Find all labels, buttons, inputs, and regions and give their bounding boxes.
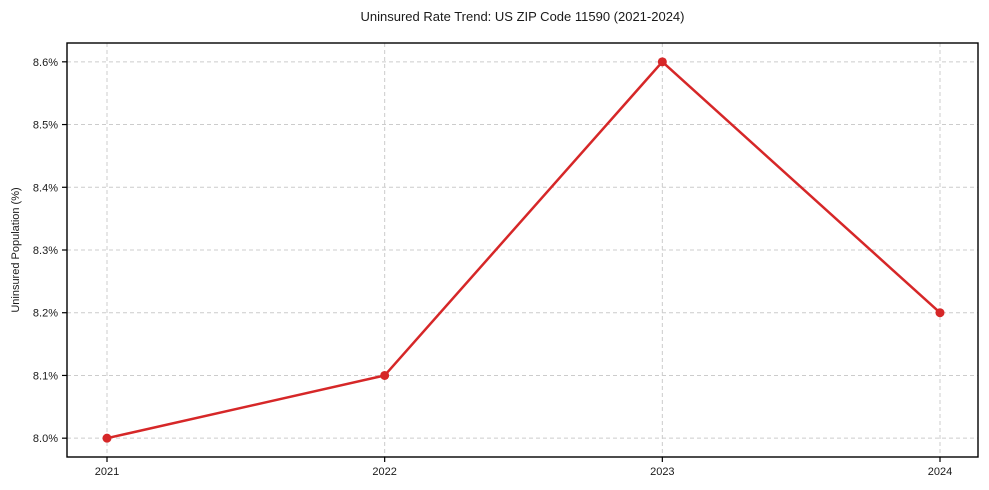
- y-tick-label: 8.2%: [33, 308, 58, 320]
- data-point-marker: [657, 57, 667, 67]
- y-tick-label: 8.5%: [33, 120, 58, 132]
- y-tick-label: 8.6%: [33, 57, 58, 69]
- chart-title: Uninsured Rate Trend: US ZIP Code 11590 …: [360, 9, 685, 24]
- y-tick-label: 8.1%: [33, 370, 58, 382]
- y-axis-label: Uninsured Population (%): [10, 187, 22, 313]
- x-tick-label: 2024: [928, 466, 952, 478]
- plot-border: [66, 42, 979, 458]
- data-point-marker: [380, 370, 390, 380]
- data-point-marker: [102, 433, 112, 443]
- x-tick-label: 2023: [650, 466, 674, 478]
- y-tick-label: 8.0%: [33, 433, 58, 445]
- y-tick-label: 8.3%: [33, 245, 58, 257]
- y-tick-label: 8.4%: [33, 182, 58, 194]
- trend-line: [105, 60, 942, 440]
- data-point-marker: [935, 308, 945, 318]
- x-tick-label: 2021: [95, 466, 119, 478]
- x-tick-label: 2022: [372, 466, 396, 478]
